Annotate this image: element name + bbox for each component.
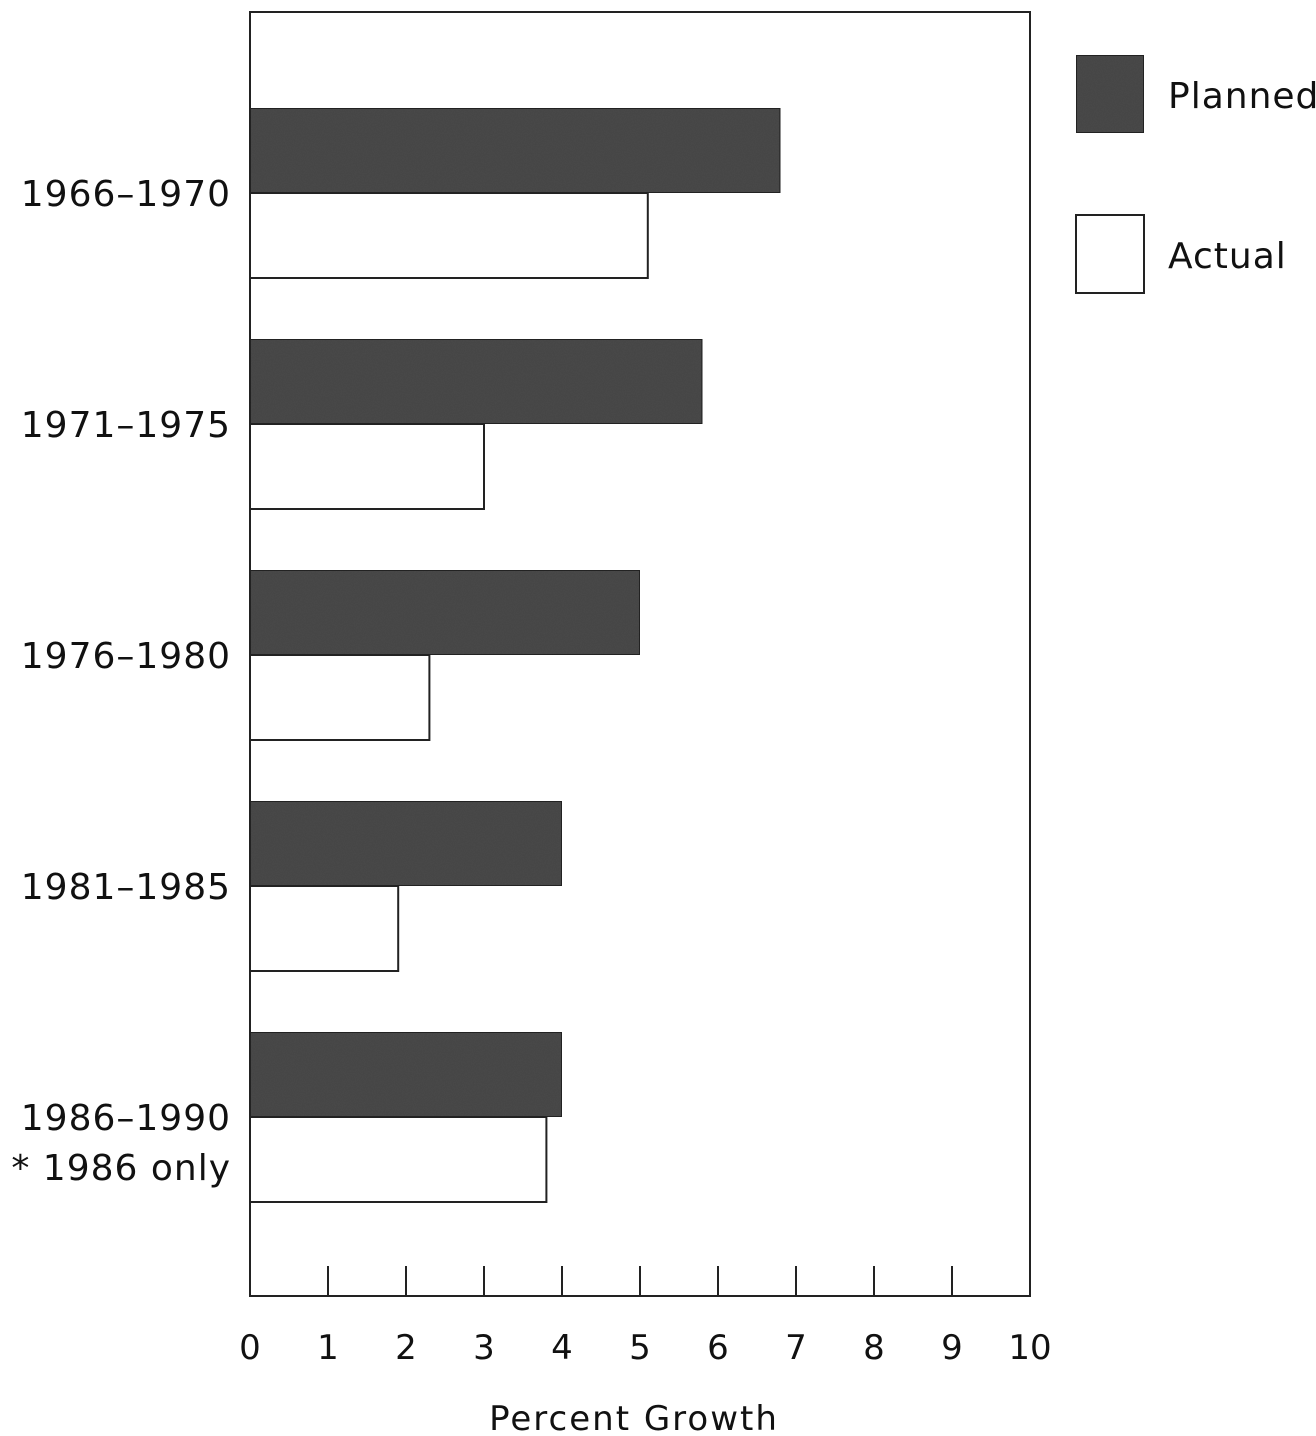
x-tick-label-0: 0: [239, 1328, 261, 1368]
category-label-2: 1976–1980: [21, 636, 231, 677]
x-axis-title: Percent Growth: [489, 1399, 779, 1436]
bar-actual-1: [249, 423, 485, 510]
bar-actual-2: [249, 654, 431, 741]
legend-swatch-actual: [1075, 214, 1145, 294]
bar-planned-2: [249, 569, 641, 656]
x-tick-label-4: 4: [551, 1328, 573, 1368]
x-tick-label-7: 7: [785, 1328, 807, 1368]
category-labels: 1966–1970 1971–1975 1976–1980 1981–1985 1986…: [21, 174, 231, 1139]
bar-planned-3: [249, 800, 563, 887]
x-axis-tick-labels: 0 1 2 3 4 5 6 7 8 9 10: [239, 1328, 1051, 1368]
x-axis-ticks: [327, 1266, 953, 1296]
x-tick-label-9: 9: [941, 1328, 963, 1368]
legend-swatch-planned: [1075, 54, 1145, 134]
category-note: * 1986 only: [11, 1148, 231, 1189]
bar-planned-0: [249, 107, 782, 194]
x-tick-label-1: 1: [317, 1328, 339, 1368]
bars-group: [249, 107, 782, 1203]
x-tick-label-8: 8: [863, 1328, 885, 1368]
x-tick-label-2: 2: [395, 1328, 417, 1368]
x-tick-label-10: 10: [1008, 1328, 1051, 1368]
bar-actual-4: [249, 1116, 548, 1203]
x-tick-label-3: 3: [473, 1328, 495, 1368]
category-label-4: 1986–1990: [21, 1098, 231, 1139]
category-label-0: 1966–1970: [21, 174, 231, 215]
x-tick-label-5: 5: [629, 1328, 651, 1368]
bar-planned-4: [249, 1031, 563, 1118]
legend-label-actual: Actual: [1168, 236, 1287, 277]
category-label-3: 1981–1985: [21, 867, 231, 908]
category-label-1: 1971–1975: [21, 405, 231, 446]
bar-actual-0: [249, 192, 649, 279]
legend-label-planned: Planned: [1168, 76, 1316, 117]
x-tick-label-6: 6: [707, 1328, 729, 1368]
bar-actual-3: [249, 885, 400, 972]
bar-planned-1: [249, 338, 704, 425]
legend: Planned Actual: [1075, 54, 1316, 294]
